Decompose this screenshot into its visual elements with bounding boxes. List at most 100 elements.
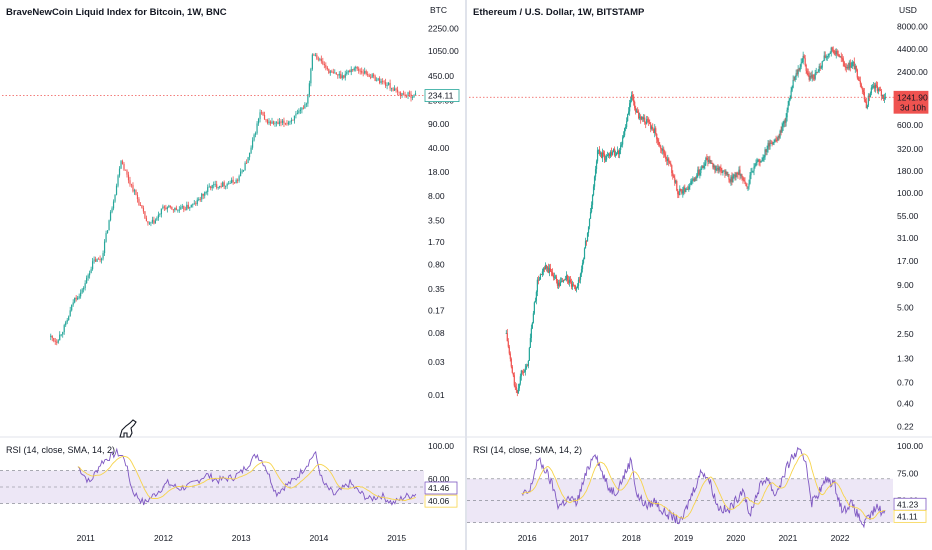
candle xyxy=(525,365,527,369)
candle xyxy=(631,94,633,101)
candle xyxy=(575,288,578,290)
x-tick-label: 2015 xyxy=(387,533,406,543)
candle xyxy=(610,152,613,155)
candle xyxy=(771,143,773,145)
candle xyxy=(316,54,318,59)
candle xyxy=(56,341,58,343)
candle xyxy=(586,232,589,242)
x-tick-label: 2018 xyxy=(622,533,641,543)
btc-chart-canvas[interactable]: 2250.001050.00450.00200.0090.0040.0018.0… xyxy=(0,0,465,550)
candle xyxy=(858,79,860,81)
candle xyxy=(148,222,151,224)
candle xyxy=(86,277,88,284)
candle xyxy=(689,184,691,187)
candle xyxy=(277,122,279,125)
candle xyxy=(551,272,554,276)
candle xyxy=(719,166,721,168)
candle xyxy=(172,209,174,211)
candle xyxy=(531,322,533,329)
y-tick-label: 450.00 xyxy=(428,71,454,81)
candle xyxy=(791,87,793,91)
y-tick-label: 0.03 xyxy=(428,357,445,367)
candle xyxy=(302,107,304,109)
candle xyxy=(670,163,672,166)
candle xyxy=(72,302,74,305)
candle xyxy=(66,320,68,323)
candle xyxy=(379,78,381,83)
candle xyxy=(90,269,92,274)
rsi-line xyxy=(77,447,417,506)
eth-chart-pane[interactable]: 8000.004400.002400.001300.00600.00320.00… xyxy=(467,0,932,550)
candle xyxy=(688,186,690,190)
x-tick-label: 2011 xyxy=(77,533,96,543)
candle xyxy=(556,280,559,286)
candle xyxy=(506,333,508,342)
candle xyxy=(600,152,603,159)
candle xyxy=(331,71,333,73)
candle xyxy=(124,169,127,171)
rsi-axis-label: 100.00 xyxy=(428,441,454,451)
candle xyxy=(235,179,237,184)
candle xyxy=(362,72,364,74)
candle xyxy=(505,333,507,334)
candle xyxy=(262,112,264,116)
candle xyxy=(797,69,799,75)
candle xyxy=(112,201,115,209)
candle xyxy=(765,149,767,153)
candle xyxy=(700,168,702,174)
candle xyxy=(755,162,757,166)
candle xyxy=(555,276,558,281)
candle xyxy=(680,188,682,190)
candle xyxy=(142,208,145,212)
candle xyxy=(519,376,521,384)
candle xyxy=(756,161,758,163)
candle xyxy=(382,81,384,82)
x-tick-label: 2019 xyxy=(674,533,693,543)
candle xyxy=(812,74,814,79)
last-price-value: 234.11 xyxy=(428,91,454,101)
candle xyxy=(789,98,791,100)
candle xyxy=(772,142,774,145)
candle xyxy=(710,163,712,164)
y-tick-label: 600.00 xyxy=(897,120,923,130)
candle xyxy=(686,188,688,190)
pane-divider[interactable] xyxy=(465,0,467,550)
candle xyxy=(806,70,808,73)
candle xyxy=(93,259,95,262)
candle xyxy=(691,180,693,182)
candle xyxy=(849,62,851,68)
candle xyxy=(187,204,189,209)
candle xyxy=(776,140,778,141)
rsi-sma-value: 40.06 xyxy=(428,496,450,506)
candle xyxy=(612,152,614,155)
candle xyxy=(232,179,234,183)
candle xyxy=(216,184,218,188)
candle xyxy=(217,187,219,189)
candle xyxy=(660,145,662,149)
candle xyxy=(821,61,823,68)
candle xyxy=(346,72,348,74)
candle xyxy=(690,181,692,185)
candle xyxy=(585,241,588,242)
candle xyxy=(613,148,615,153)
y-tick-label: 18.00 xyxy=(428,167,450,177)
candle xyxy=(361,71,363,73)
y-tick-label: 0.08 xyxy=(428,328,445,338)
candle xyxy=(151,219,154,223)
btc-chart-title: BraveNewCoin Liquid Index for Bitcoin, 1… xyxy=(6,7,227,18)
candle xyxy=(733,174,735,176)
candle xyxy=(535,291,537,301)
candle xyxy=(762,157,764,161)
candle xyxy=(241,170,243,172)
candle xyxy=(223,182,225,187)
candle xyxy=(253,134,255,141)
btc-chart-pane[interactable]: 2250.001050.00450.00200.0090.0040.0018.0… xyxy=(0,0,465,550)
candle xyxy=(154,220,156,224)
candle xyxy=(207,187,209,192)
candle xyxy=(581,262,584,270)
candle xyxy=(632,94,634,97)
eth-chart-canvas[interactable]: 8000.004400.002400.001300.00600.00320.00… xyxy=(467,0,932,550)
candle xyxy=(202,193,204,196)
candle xyxy=(407,92,409,96)
candle xyxy=(699,173,701,175)
